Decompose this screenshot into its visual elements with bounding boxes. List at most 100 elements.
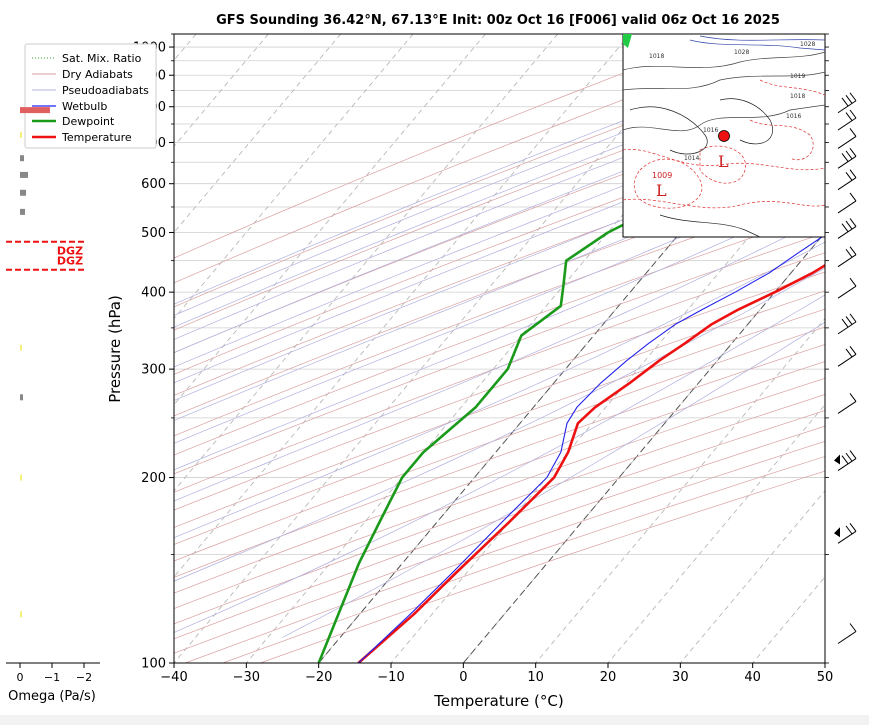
wind-barb: [837, 346, 857, 367]
wind-barb-flag: [849, 147, 857, 157]
pseudoadiabat: [174, 294, 825, 633]
pseudoadiabat: [174, 90, 825, 354]
y-tick-label: 100: [141, 657, 166, 672]
mixing-ratio-line: [829, 34, 869, 233]
dgz-label: DGZ: [57, 245, 83, 258]
pseudoadiabat: [174, 104, 825, 368]
pseudoadiabat: [174, 194, 825, 471]
wind-barb-staff: [837, 200, 857, 214]
isotherm: [535, 317, 825, 663]
wind-barb-pennant: [834, 527, 840, 538]
x-tick-label: −20: [305, 670, 332, 685]
pseudoadiabat: [174, 217, 825, 502]
wind-barb-flag: [849, 246, 857, 255]
wind-barbs: [834, 92, 857, 644]
map-label: 1014: [684, 155, 699, 162]
isotherm: [824, 662, 825, 663]
wind-barb-flag: [841, 223, 849, 232]
isotherm: [174, 34, 341, 234]
omega-tick-label: −1: [44, 671, 60, 684]
pseudoadiabat: [282, 321, 825, 638]
series-wetbulb: [358, 234, 825, 663]
wind-barb: [837, 128, 857, 149]
wind-barb-staff: [837, 226, 857, 239]
legend: Sat. Mix. Ratio Dry Adiabats Pseudoadiab…: [24, 43, 157, 149]
omega-bar: [20, 189, 26, 196]
wind-barb-flag: [845, 150, 853, 160]
omega-bar: [20, 344, 22, 351]
dry-adiabat: [174, 344, 825, 578]
wind-barb: [837, 246, 857, 268]
omega-axis-label: Omega (Pa/s): [8, 689, 96, 704]
dry-adiabat: [174, 290, 825, 528]
wind-barb: [837, 313, 857, 335]
dry-adiabat: [174, 377, 825, 609]
y-tick-label: 600: [141, 177, 166, 192]
wind-barb: [837, 169, 857, 191]
wind-barb-flag: [849, 277, 857, 287]
legend-label-dewpoint: Dewpoint: [62, 115, 115, 128]
y-tick-label: 400: [141, 286, 166, 301]
plot-frame: [173, 33, 826, 664]
omega-bar: [20, 474, 22, 481]
map-inset: 1018 1019 1016 1009 1014 1016 1028 1028 …: [622, 33, 826, 238]
dry-adiabat: [174, 361, 825, 594]
isotherm: [607, 404, 825, 663]
wind-barb-flag: [845, 248, 853, 258]
x-tick-label: 0: [459, 670, 467, 685]
wind-barb-staff: [837, 254, 857, 268]
series-temperature: [357, 263, 825, 663]
wind-barb-staff: [837, 136, 857, 149]
map-label: 1028: [800, 41, 815, 48]
dry-adiabat: [174, 308, 825, 545]
dry-adiabat: [174, 326, 825, 562]
map-label: 1018: [649, 53, 664, 60]
wind-barb: [837, 623, 857, 644]
omega-bar: [20, 171, 28, 178]
dry-adiabat: [174, 232, 825, 475]
isotherm: [680, 490, 825, 663]
wind-barb-staff: [837, 177, 857, 191]
map-label: 1016: [786, 113, 801, 120]
footer-strip: [0, 715, 869, 725]
wind-barb-staff: [837, 530, 857, 544]
omega-bar: [20, 107, 50, 114]
omega-bar: [20, 394, 23, 401]
x-tick-label: 10: [527, 670, 544, 685]
pseudoadiabat: [174, 241, 825, 539]
dry-adiabat: [174, 34, 727, 259]
y-tick-label: 500: [141, 226, 166, 241]
wind-barb: [837, 192, 857, 214]
legend-label-pseudoadiabats: Pseudoadiabats: [62, 84, 149, 97]
legend-label-sat-mix-ratio: Sat. Mix. Ratio: [62, 52, 142, 65]
dgz-label: DGZ: [57, 255, 83, 268]
wind-barb-flag: [849, 128, 857, 137]
wind-barb-staff: [837, 321, 857, 335]
wind-barb-staff: [837, 117, 857, 131]
location-marker: [718, 130, 730, 142]
wind-barb-flag: [849, 623, 857, 632]
omega-tick-label: −2: [76, 671, 92, 684]
x-tick-label: −30: [233, 670, 260, 685]
wind-barb-flag: [845, 112, 853, 121]
y-axis-label: Pressure (hPa): [106, 295, 124, 403]
omega-bar: [20, 208, 25, 215]
isotherm-highlight: [462, 231, 825, 663]
isotherm: [174, 34, 486, 406]
isotherm: [390, 145, 825, 663]
isotherm: [174, 34, 631, 578]
wind-barb-flag: [849, 522, 857, 532]
wind-barb: [837, 92, 857, 114]
omega-bar: [20, 611, 22, 618]
wind-barb-flag: [849, 218, 857, 227]
wind-barb: [837, 109, 857, 131]
wind-barb-flag: [845, 452, 853, 462]
omega-tick-label: 0: [17, 671, 24, 684]
y-tick-label: 300: [141, 363, 166, 378]
map-label: 1016: [703, 127, 718, 134]
wind-barb-staff: [837, 100, 857, 114]
map-label: 1018: [790, 93, 805, 100]
wind-barb-staff: [837, 458, 857, 471]
